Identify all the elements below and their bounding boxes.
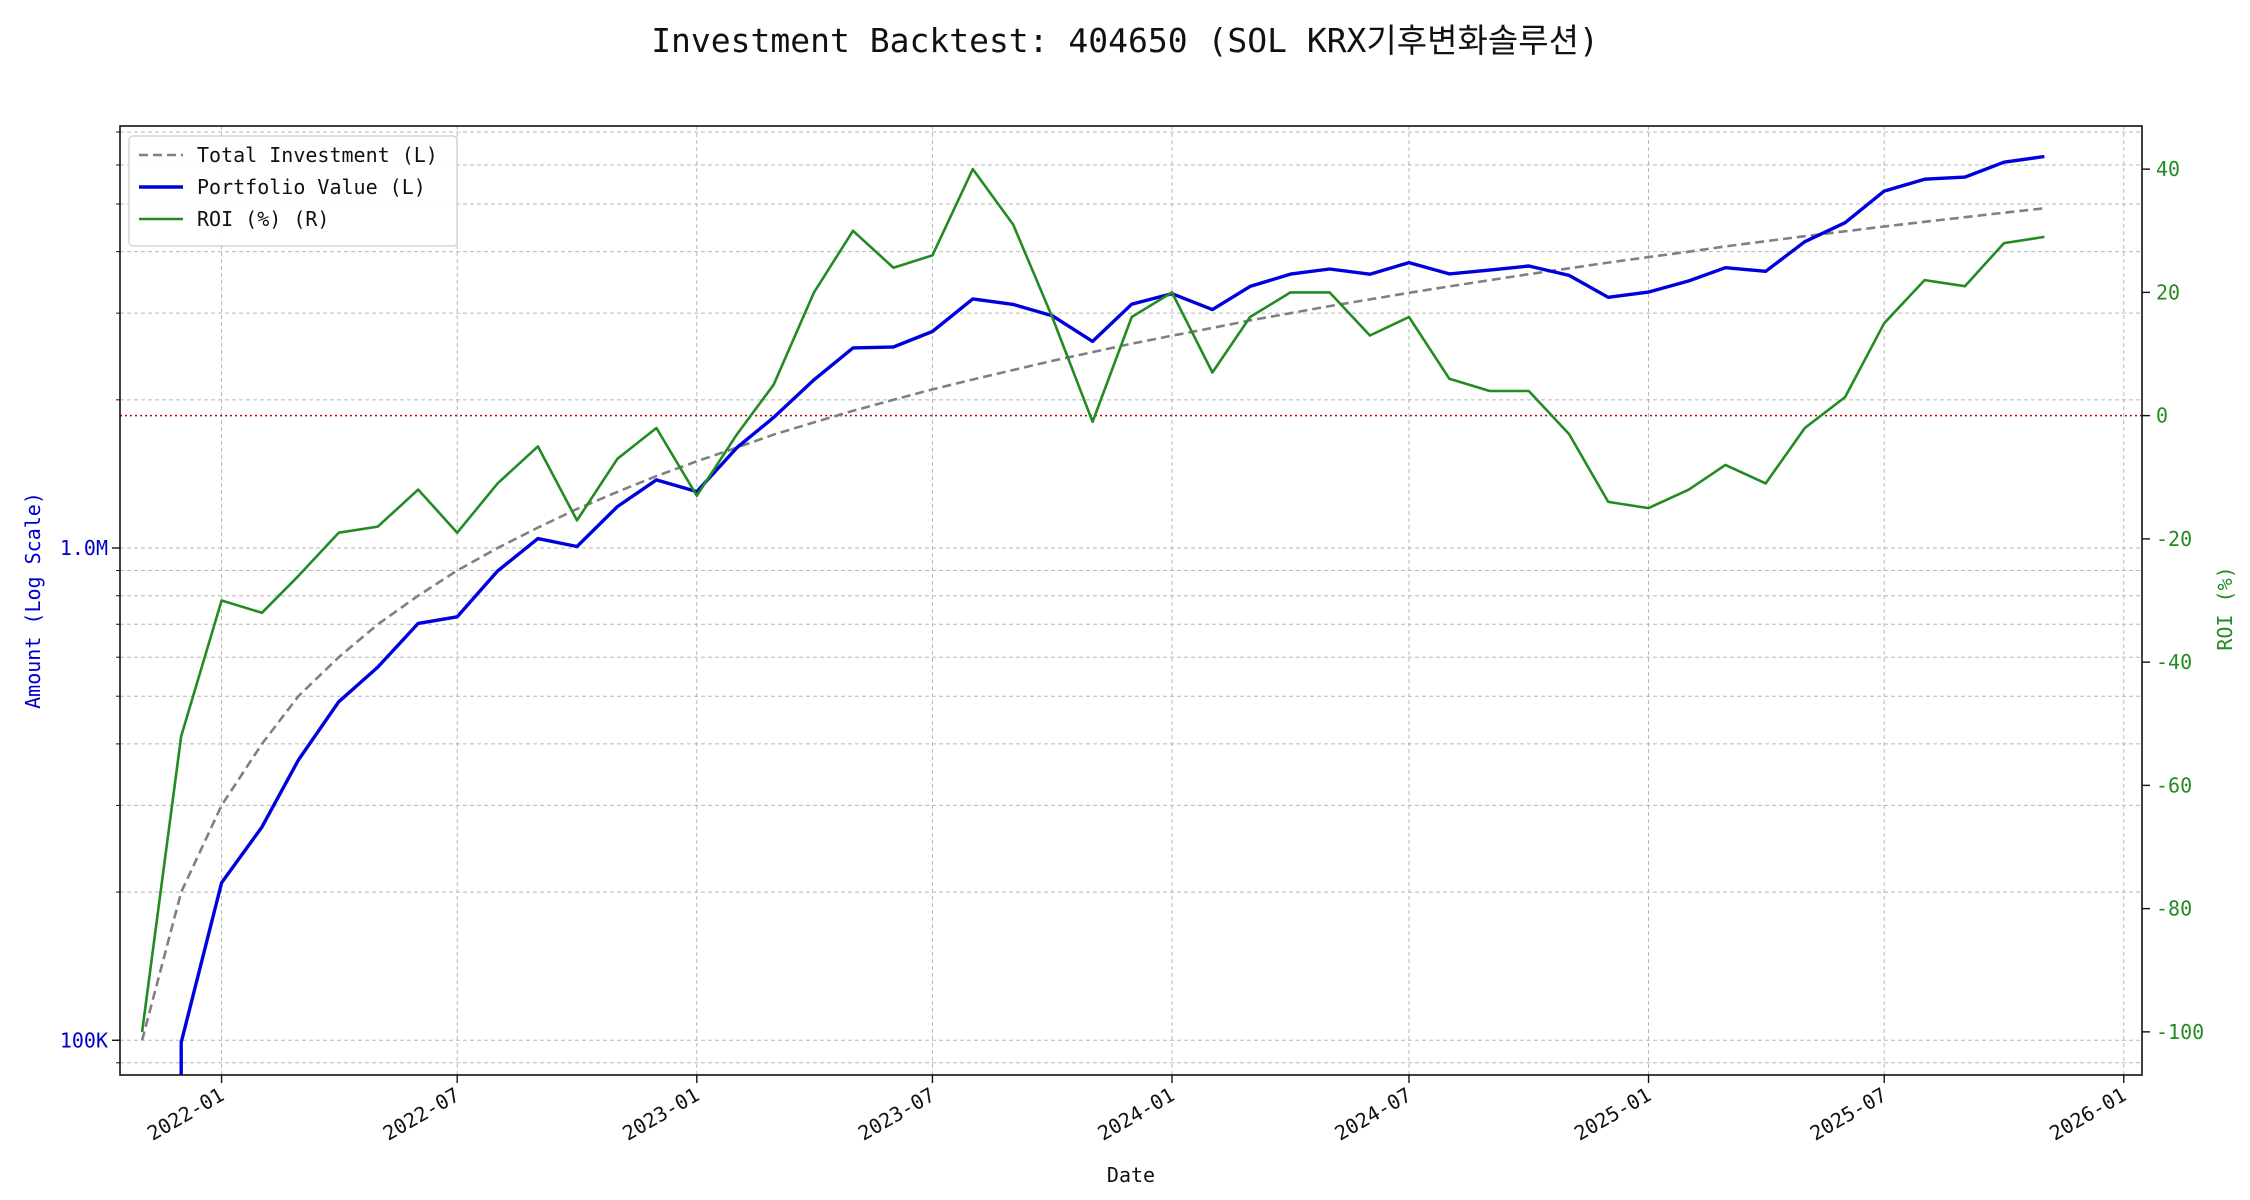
x-tick-label: 2022-07 — [379, 1083, 464, 1146]
x-tick-label: 2024-07 — [1330, 1083, 1415, 1146]
y-right-axis-label: ROI (%) — [2213, 566, 2237, 650]
x-tick-label: 2024-01 — [1094, 1083, 1179, 1146]
grid-lines — [120, 126, 2142, 1075]
x-tick-label: 2022-01 — [143, 1083, 228, 1146]
chart-title: Investment Backtest: 404650 (SOL KRX기후변화… — [651, 21, 1599, 60]
y-right-tick-label: -20 — [2156, 527, 2192, 551]
series-line-portfolio-value-l — [179, 154, 2045, 1075]
y-right-tick-label: 0 — [2156, 404, 2168, 428]
legend-label-portfolio-value-l: Portfolio Value (L) — [197, 175, 426, 199]
legend: Total Investment (L) Portfolio Value (L) R… — [128, 135, 458, 247]
x-tick-label: 2023-01 — [618, 1083, 703, 1146]
series-lines — [140, 154, 2045, 1075]
series-line-total-investment-l — [140, 207, 2045, 1041]
axes: 2022-01 2022-07 2023-01 2023-07 2024-01 2024-… — [60, 131, 2204, 1146]
x-tick-label: 2025-07 — [1806, 1083, 1891, 1146]
series-line-roi-r — [140, 167, 2045, 1033]
legend-box — [128, 135, 458, 247]
x-tick-label: 2026-01 — [2045, 1083, 2130, 1146]
y-right-tick-label: 20 — [2156, 280, 2180, 304]
y-left-tick-label: 100K — [60, 1028, 108, 1052]
x-axis-label: Date — [1107, 1163, 1155, 1187]
y-right-tick-label: -100 — [2156, 1020, 2204, 1044]
y-left-axis-label: Amount (Log Scale) — [21, 492, 45, 709]
legend-label-total-investment-l: Total Investment (L) — [197, 143, 438, 167]
legend-label-roi-r: ROI (%) (R) — [197, 207, 329, 231]
x-tick-label: 2023-07 — [854, 1083, 939, 1146]
y-right-tick-label: -80 — [2156, 897, 2192, 921]
plot-frame — [119, 125, 2143, 1076]
x-tick-label: 2025-01 — [1570, 1083, 1655, 1146]
y-right-tick-label: -60 — [2156, 773, 2192, 797]
y-right-tick-label: -40 — [2156, 650, 2192, 674]
y-left-tick-label: 1.0M — [60, 536, 108, 560]
y-right-tick-label: 40 — [2156, 157, 2180, 181]
